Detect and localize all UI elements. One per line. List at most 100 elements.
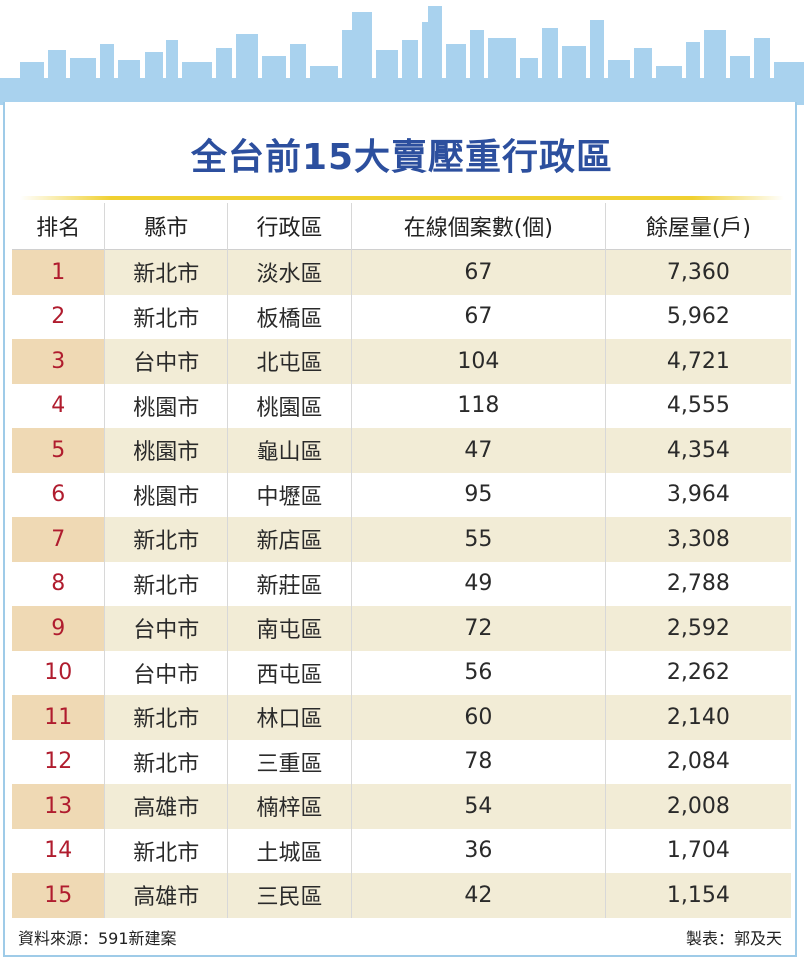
city-cell: 桃園市 (104, 428, 228, 473)
district-cell: 中壢區 (227, 472, 352, 517)
table-row: 13 高雄市 楠梓區 54 2,008 (12, 784, 791, 829)
inventory-cell: 2,084 (604, 739, 791, 784)
rank-cell: 2 (51, 304, 66, 330)
city-cell: 新北市 (104, 561, 228, 606)
inventory-cell: 4,354 (604, 428, 791, 473)
city-cell: 台中市 (104, 606, 228, 651)
table-header-row: 排名 縣市 行政區 在線個案數(個) 餘屋量(戶) (12, 203, 791, 250)
inventory-cell: 7,360 (604, 249, 791, 295)
listings-cell: 54 (350, 784, 606, 829)
city-cell: 新北市 (104, 517, 228, 562)
rank-cell: 7 (12, 517, 105, 562)
inventory-cell: 2,788 (604, 561, 791, 606)
table-row: 14 新北市 土城區 36 1,704 (12, 828, 791, 873)
table-row: 4 桃園市 桃園區 118 4,555 (12, 383, 791, 428)
listings-cell: 67 (350, 294, 606, 339)
district-cell: 板橋區 (227, 294, 352, 339)
table-row: 12 新北市 三重區 78 2,084 (12, 739, 791, 784)
listings-cell: 78 (350, 739, 606, 784)
listings-cell: 67 (350, 249, 606, 295)
title-underline (20, 196, 784, 200)
city-cell: 新北市 (104, 695, 228, 740)
listings-cell: 104 (350, 339, 606, 384)
table-row: 1 新北市 淡水區 67 7,360 (12, 249, 791, 295)
district-cell: 三重區 (227, 739, 352, 784)
city-cell: 桃園市 (104, 472, 228, 517)
district-cell: 龜山區 (227, 428, 352, 473)
rank-cell: 11 (12, 695, 105, 740)
listings-cell: 72 (350, 606, 606, 651)
listings-cell: 36 (350, 828, 606, 873)
city-cell: 桃園市 (104, 383, 228, 428)
district-cell: 新店區 (227, 517, 352, 562)
inventory-cell: 1,154 (604, 873, 791, 918)
district-cell: 土城區 (227, 828, 352, 873)
city-cell: 高雄市 (104, 784, 228, 829)
rank-cell: 8 (51, 571, 66, 597)
skyline-illustration (0, 6, 804, 105)
ranking-table: 排名 縣市 行政區 在線個案數(個) 餘屋量(戶) 1 新北市 淡水區 67 7,360… (12, 203, 791, 918)
table-row: 11 新北市 林口區 60 2,140 (12, 695, 791, 740)
listings-cell: 49 (350, 561, 606, 606)
listings-cell: 60 (350, 695, 606, 740)
listings-cell: 118 (350, 383, 606, 428)
rank-cell: 14 (44, 838, 73, 864)
inventory-cell: 4,555 (604, 383, 791, 428)
rank-cell: 1 (12, 249, 105, 295)
city-cell: 新北市 (104, 828, 228, 873)
city-cell: 台中市 (104, 339, 228, 384)
rank-cell: 13 (12, 784, 105, 829)
table-row: 8 新北市 新莊區 49 2,788 (12, 561, 791, 606)
rank-cell: 4 (51, 393, 66, 419)
inventory-cell: 5,962 (604, 294, 791, 339)
inventory-cell: 4,721 (604, 339, 791, 384)
listings-cell: 47 (350, 428, 606, 473)
rank-cell: 5 (12, 428, 105, 473)
district-cell: 北屯區 (227, 339, 352, 384)
inventory-cell: 3,308 (604, 517, 791, 562)
header-district: 行政區 (227, 203, 352, 250)
table-row: 10 台中市 西屯區 56 2,262 (12, 650, 791, 695)
rank-cell: 3 (12, 339, 105, 384)
district-cell: 三民區 (227, 873, 352, 918)
district-cell: 林口區 (227, 695, 352, 740)
table-row: 3 台中市 北屯區 104 4,721 (12, 339, 791, 384)
district-cell: 楠梓區 (227, 784, 352, 829)
inventory-cell: 2,262 (604, 650, 791, 695)
district-cell: 桃園區 (227, 383, 352, 428)
city-cell: 高雄市 (104, 873, 228, 918)
inventory-cell: 2,140 (604, 695, 791, 740)
district-cell: 南屯區 (227, 606, 352, 651)
header-rank: 排名 (36, 216, 81, 241)
district-cell: 淡水區 (227, 249, 352, 295)
listings-cell: 95 (350, 472, 606, 517)
inventory-cell: 1,704 (604, 828, 791, 873)
rank-cell: 10 (44, 660, 73, 686)
source-note: 資料來源：591新建案 (18, 929, 177, 948)
inventory-cell: 2,592 (604, 606, 791, 651)
district-cell: 西屯區 (227, 650, 352, 695)
listings-cell: 42 (350, 873, 606, 918)
header-listings: 在線個案數(個) (350, 203, 606, 250)
rank-cell: 12 (44, 749, 73, 775)
table-row: 6 桃園市 中壢區 95 3,964 (12, 472, 791, 517)
table-row: 5 桃園市 龜山區 47 4,354 (12, 428, 791, 473)
listings-cell: 55 (350, 517, 606, 562)
rank-cell: 9 (12, 606, 105, 651)
city-cell: 台中市 (104, 650, 228, 695)
credit-note: 製表：郭及天 (685, 929, 782, 948)
rank-cell: 15 (12, 873, 105, 918)
rank-cell: 6 (51, 482, 66, 508)
table-row: 7 新北市 新店區 55 3,308 (12, 517, 791, 562)
city-cell: 新北市 (104, 294, 228, 339)
inventory-cell: 3,964 (604, 472, 791, 517)
inventory-cell: 2,008 (604, 784, 791, 829)
table-row: 15 高雄市 三民區 42 1,154 (12, 873, 791, 918)
table-row: 9 台中市 南屯區 72 2,592 (12, 606, 791, 651)
header-city: 縣市 (104, 203, 228, 250)
header-inventory: 餘屋量(戶) (604, 203, 791, 250)
district-cell: 新莊區 (227, 561, 352, 606)
listings-cell: 56 (350, 650, 606, 695)
city-cell: 新北市 (104, 739, 228, 784)
page-title: 全台前15大賣壓重行政區 (190, 137, 614, 178)
